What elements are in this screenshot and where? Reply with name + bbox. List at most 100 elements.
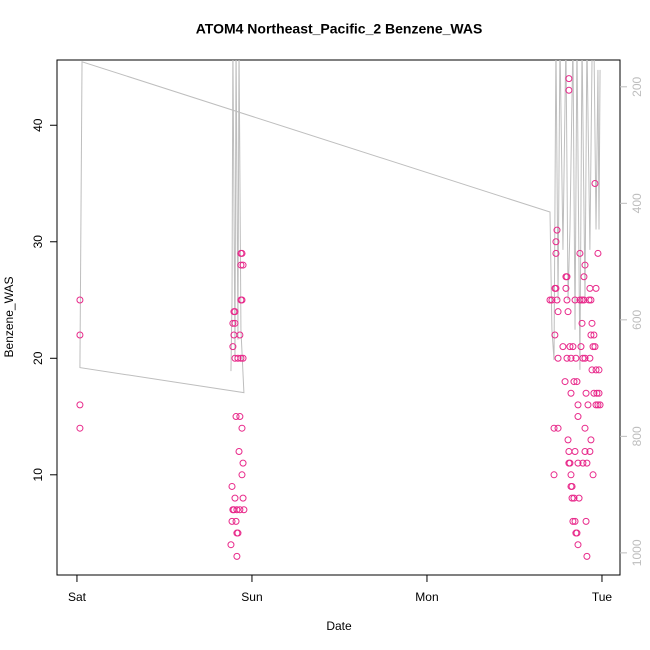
point: [574, 459, 582, 467]
point: [235, 447, 243, 455]
point: [548, 296, 556, 304]
point: [571, 517, 579, 525]
point: [573, 529, 581, 537]
point: [565, 447, 573, 455]
point: [568, 494, 576, 502]
point: [565, 75, 573, 83]
point: [583, 459, 591, 467]
point: [229, 343, 237, 351]
point: [586, 284, 594, 292]
point: [239, 494, 247, 502]
point: [593, 389, 601, 397]
y-tick-label: 10: [31, 468, 45, 482]
y-tick-label: 20: [31, 351, 45, 365]
y-tick-label: 40: [31, 118, 45, 132]
point: [238, 424, 246, 432]
point: [559, 343, 567, 351]
point: [76, 401, 84, 409]
point: [564, 308, 572, 316]
point: [553, 226, 561, 234]
point: [234, 354, 242, 362]
point: [240, 506, 248, 514]
point: [550, 424, 558, 432]
point: [239, 459, 247, 467]
y2-tick-label: 600: [630, 309, 644, 329]
point: [228, 517, 236, 525]
point: [590, 389, 598, 397]
point: [554, 424, 562, 432]
point: [552, 249, 560, 257]
point: [575, 494, 583, 502]
y-axis-label: Benzene_WAS: [2, 277, 16, 358]
point: [551, 331, 559, 339]
point: [571, 447, 579, 455]
point: [586, 354, 594, 362]
point: [230, 308, 238, 316]
point: [554, 354, 562, 362]
point: [596, 401, 604, 409]
point: [232, 517, 240, 525]
point: [582, 517, 590, 525]
point: [582, 389, 590, 397]
point: [233, 529, 241, 537]
point: [570, 494, 578, 502]
y2-tick-label: 1000: [630, 539, 644, 566]
point: [579, 459, 587, 467]
point: [588, 319, 596, 327]
point: [587, 436, 595, 444]
point: [231, 319, 239, 327]
point: [570, 378, 578, 386]
point: [563, 354, 571, 362]
point: [231, 494, 239, 502]
point: [580, 273, 588, 281]
point: [563, 296, 571, 304]
x-tick-label: Mon: [415, 590, 438, 604]
point: [592, 366, 600, 374]
point: [76, 331, 84, 339]
point: [238, 249, 246, 257]
point: [578, 319, 586, 327]
point: [561, 378, 569, 386]
point: [585, 296, 593, 304]
point: [229, 319, 237, 327]
point: [76, 424, 84, 432]
x-axis-label: Date: [326, 619, 352, 633]
point: [573, 378, 581, 386]
point: [581, 354, 589, 362]
point: [580, 296, 588, 304]
point: [591, 343, 599, 351]
point: [595, 366, 603, 374]
point: [594, 401, 602, 409]
point: [594, 249, 602, 257]
y-tick-label: 30: [31, 235, 45, 249]
point: [237, 354, 245, 362]
point: [232, 413, 240, 421]
point: [581, 261, 589, 269]
x-tick-label: Sat: [68, 590, 87, 604]
point: [576, 296, 584, 304]
point: [567, 389, 575, 397]
point: [589, 471, 597, 479]
point: [239, 261, 247, 269]
line: [79, 60, 601, 394]
plot-frame: [56, 59, 621, 576]
point: [563, 273, 571, 281]
point: [567, 354, 575, 362]
point: [584, 401, 592, 409]
point: [238, 296, 246, 304]
point: [577, 343, 585, 351]
point: [562, 284, 570, 292]
point: [588, 366, 596, 374]
point: [569, 517, 577, 525]
point: [572, 354, 580, 362]
point: [592, 284, 600, 292]
point: [554, 308, 562, 316]
point: [587, 331, 595, 339]
point: [583, 552, 591, 560]
point: [233, 552, 241, 560]
point: [595, 389, 603, 397]
point: [592, 401, 600, 409]
point: [589, 343, 597, 351]
point: [578, 296, 586, 304]
point: [574, 541, 582, 549]
